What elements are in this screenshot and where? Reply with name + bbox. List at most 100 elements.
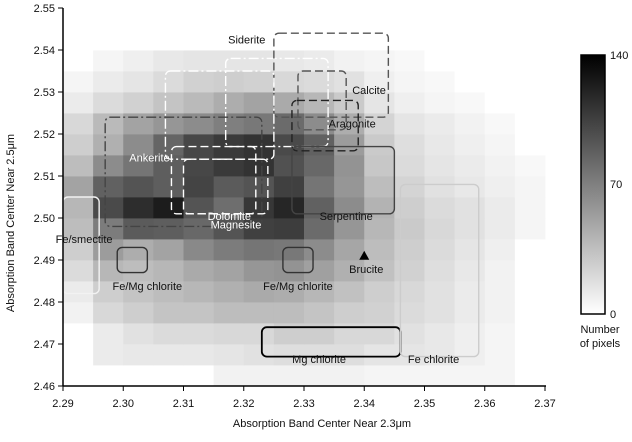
mineral-region-label: Fe chlorite [408, 354, 459, 366]
x-tick-label: 2.29 [52, 398, 73, 410]
heatmap-cell [243, 155, 275, 177]
heatmap-cell [183, 50, 215, 72]
heatmap-cell [213, 92, 245, 114]
heatmap-cell [213, 260, 245, 282]
heatmap-cell [424, 155, 456, 177]
heatmap-cell [123, 239, 154, 261]
heatmap-cell [424, 71, 456, 93]
heatmap-cell [514, 239, 546, 261]
heatmap-cell [364, 239, 395, 261]
heatmap-cell [514, 344, 546, 366]
heatmap-cell [63, 365, 94, 387]
colorbar-tick-label: 140 [610, 50, 628, 62]
heatmap-cells [63, 8, 546, 387]
heatmap-cell [153, 50, 184, 72]
heatmap-cell [213, 218, 245, 240]
heatmap-cell [243, 323, 275, 345]
heatmap-cell [334, 8, 365, 30]
heatmap-cell [183, 197, 215, 219]
heatmap-cell [424, 260, 456, 282]
heatmap-cell [484, 323, 516, 345]
heatmap-cell [273, 239, 305, 261]
heatmap-cell [93, 155, 124, 177]
y-axis-ticks: 2.46 2.47 2.48 2.49 2.50 2.51 2.52 2.53 2.54 2.55 [34, 3, 63, 393]
heatmap-cell [364, 281, 395, 303]
heatmap-cell [424, 218, 456, 240]
mineral-region-label: Magnesite [211, 220, 262, 232]
heatmap-cell [424, 134, 456, 156]
heatmap-cell [183, 281, 215, 303]
heatmap-cell [334, 134, 365, 156]
heatmap-cell [514, 50, 546, 72]
heatmap-cell [93, 239, 124, 261]
heatmap-cell [63, 113, 94, 135]
heatmap-cell [394, 113, 425, 135]
heatmap-cell [454, 71, 486, 93]
y-tick-label: 2.50 [34, 213, 55, 225]
x-tick-label: 2.37 [534, 398, 555, 410]
heatmap-cell [93, 92, 124, 114]
x-axis-label: Absorption Band Center Near 2.3μm [233, 418, 411, 430]
heatmap-cell [334, 302, 365, 324]
heatmap-cell [213, 29, 245, 51]
heatmap-cell [484, 365, 516, 387]
heatmap-cell [123, 344, 154, 366]
y-tick-label: 2.48 [34, 297, 55, 309]
heatmap-cell [514, 176, 546, 198]
heatmap-cell [153, 302, 184, 324]
heatmap-cell [454, 302, 486, 324]
heatmap-cell [183, 176, 215, 198]
heatmap-cell [454, 365, 486, 387]
heatmap-cell [304, 365, 335, 387]
heatmap-cell [153, 365, 184, 387]
heatmap-cell [213, 239, 245, 261]
heatmap-cell [514, 323, 546, 345]
heatmap-cell [93, 323, 124, 345]
y-tick-label: 2.54 [34, 45, 55, 57]
heatmap-cell [273, 113, 305, 135]
heatmap-cell [454, 134, 486, 156]
heatmap-cell [394, 92, 425, 114]
heatmap-cell [273, 365, 305, 387]
mineral-region-label: Ankerite [129, 152, 169, 164]
heatmap-cell [213, 71, 245, 93]
heatmap-cell [273, 281, 305, 303]
heatmap-cell [63, 176, 94, 198]
mineral-region [224, 57, 329, 148]
heatmap-cell [63, 134, 94, 156]
heatmap-cell [484, 134, 516, 156]
heatmap-cell [424, 8, 456, 30]
mineral-region-label: Dolomite [208, 211, 251, 223]
heatmap-cell [153, 239, 184, 261]
heatmap-cell [484, 197, 516, 219]
heatmap-cell [514, 92, 546, 114]
heatmap-cell [153, 134, 184, 156]
heatmap-cell [424, 344, 456, 366]
y-tick-label: 2.46 [34, 381, 55, 393]
heatmap-cell [334, 218, 365, 240]
heatmap-cell [123, 8, 154, 30]
heatmap-cell [484, 8, 516, 30]
colorbar-gradient [580, 54, 606, 315]
heatmap-cell [364, 323, 395, 345]
heatmap-cell [153, 323, 184, 345]
heatmap-cell [334, 71, 365, 93]
y-axis-label: Absorption Band Center Near 2.5μm [5, 134, 17, 312]
heatmap-cell [364, 197, 395, 219]
point-marker-label: Brucite [349, 264, 383, 276]
heatmap-cell [213, 134, 245, 156]
heatmap-cell [243, 92, 275, 114]
heatmap-cell [484, 281, 516, 303]
heatmap-cell [454, 239, 486, 261]
heatmap-cell [183, 113, 215, 135]
heatmap-cell [424, 197, 456, 219]
heatmap-cell [394, 176, 425, 198]
heatmap-cell [514, 302, 546, 324]
y-tick-label: 2.49 [34, 255, 55, 267]
heatmap-cell [273, 134, 305, 156]
heatmap-cell [243, 8, 275, 30]
y-tick-label: 2.55 [34, 3, 55, 15]
heatmap-cell [394, 134, 425, 156]
heatmap-cell [304, 344, 335, 366]
